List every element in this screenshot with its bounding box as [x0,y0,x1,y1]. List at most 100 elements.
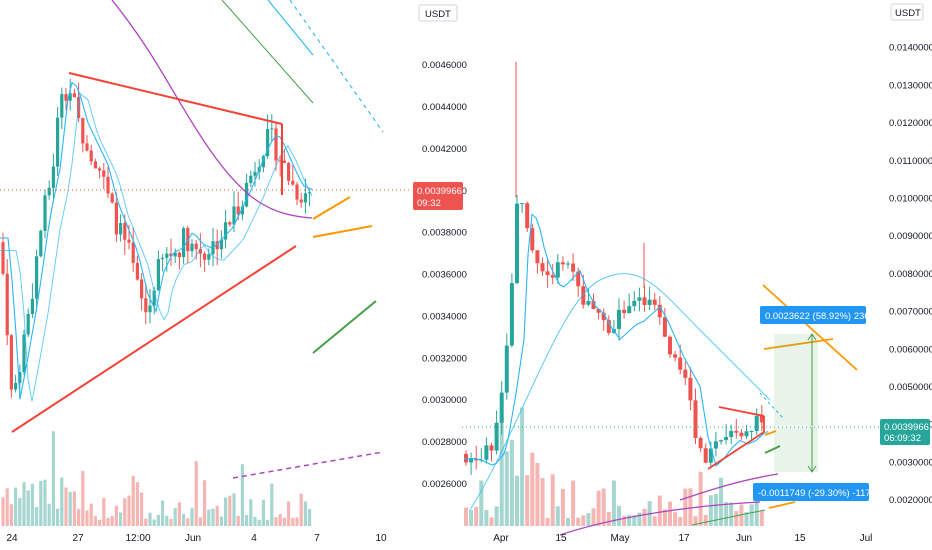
volume-bar [295,517,299,526]
volume-bar [203,480,207,526]
left-price-axis: 0.0026000 0.0028000 0.0030000 0.0032000 0.00… [413,4,467,490]
price-tick-label: 0.0050000 [889,382,932,393]
candle-body [282,160,286,163]
volume-bar [606,511,611,526]
volume-bar [622,515,627,526]
volume-bar [261,499,265,526]
price-tick-label: 0.0090000 [889,231,932,242]
measure-range-up [774,334,818,426]
candle-body [601,312,606,321]
volume-bar [274,517,278,526]
candle-body [698,437,703,449]
volume-bar [530,452,535,526]
candle-body [520,203,525,205]
candle-body [35,256,39,299]
candle-body [668,336,672,355]
candle-body [5,273,9,336]
candle-body [43,195,47,231]
volume-bar [68,492,72,526]
volume-bar [673,512,678,526]
countdown-value: 09:32 [417,198,441,209]
candle-body [51,166,55,188]
volume-bar [571,480,576,526]
volume-bar [668,501,672,526]
candle-body [571,263,576,272]
volume-bar [499,416,504,526]
projection-green-bottom [691,509,766,526]
candle-body [26,313,30,335]
left-chart-panel[interactable]: 0.0026000 0.0028000 0.0030000 0.0032000 0.00… [0,0,467,544]
measure-arrowhead-down [807,465,817,473]
volume-bar [642,508,647,526]
volume-bar [303,501,307,526]
last-price-value: 0.0039966 [417,186,462,197]
right-volume-bars [464,407,764,526]
volume-bar [257,519,261,526]
volume-bar [228,495,232,526]
triangle-upper [718,406,765,417]
price-tick-label: 0.0032000 [422,353,467,364]
time-tick-label: Jun [736,533,752,544]
volume-bar [232,493,236,526]
time-tick-label: 24 [6,533,18,544]
candle-body [127,239,131,243]
candle-body [123,223,127,240]
volume-bar [43,479,47,526]
volume-bar [576,517,581,526]
candle-body [657,304,662,318]
candle-body [617,309,621,329]
volume-bar [89,503,93,526]
candle-body [9,335,13,390]
triangle-lower [707,431,765,470]
volume-bar [56,508,60,526]
candle-body [515,203,519,284]
candle-body [194,243,198,250]
candle-body [591,301,596,310]
volume-bar [698,471,703,526]
candle-body [566,263,570,265]
left-overlays [0,0,410,479]
volume-bar [198,517,202,526]
volume-bar [266,519,270,526]
volume-bar [123,498,127,526]
candle-body [662,317,667,337]
candle-body [474,458,479,461]
currency-badge [418,4,458,22]
candle-body [581,286,586,305]
volume-bar [1,497,5,526]
candle-body [719,440,723,442]
time-tick-label: 15 [794,533,806,544]
time-tick-label: 4 [251,533,257,544]
volume-bar [144,518,148,526]
candle-body [236,206,240,215]
projection-orange-lower [312,225,373,238]
right-chart-panel[interactable]: 0.0023622 (58.92%) 23622 -0.0011749 (-29.… [462,3,932,544]
price-tick-label: 0.0044000 [422,102,467,113]
candle-body [60,94,64,118]
volume-bar [484,510,489,526]
projection-green-top [221,0,314,104]
time-tick-label: 27 [72,533,84,544]
volume-bar [535,462,540,526]
candle-body [509,283,514,346]
candle-body [469,458,474,463]
volume-bar [119,512,123,526]
candle-body [245,182,249,207]
volume-bar [26,490,30,526]
volume-bar [152,519,156,526]
volume-bar [637,512,642,526]
candle-body [190,243,194,252]
volume-bar [224,497,228,526]
time-tick-label: 10 [375,533,387,544]
candle-body [266,129,270,157]
volume-bar [77,509,81,526]
candle-body [228,222,232,225]
candle-body [596,309,601,313]
volume-bar [114,505,118,526]
left-time-axis: 24 27 12:00 Jun 4 7 10 [6,533,387,544]
volume-bar [586,513,591,526]
candle-body [131,242,135,263]
candle-body [504,345,509,393]
candle-body [81,118,85,144]
volume-bar [509,439,514,526]
